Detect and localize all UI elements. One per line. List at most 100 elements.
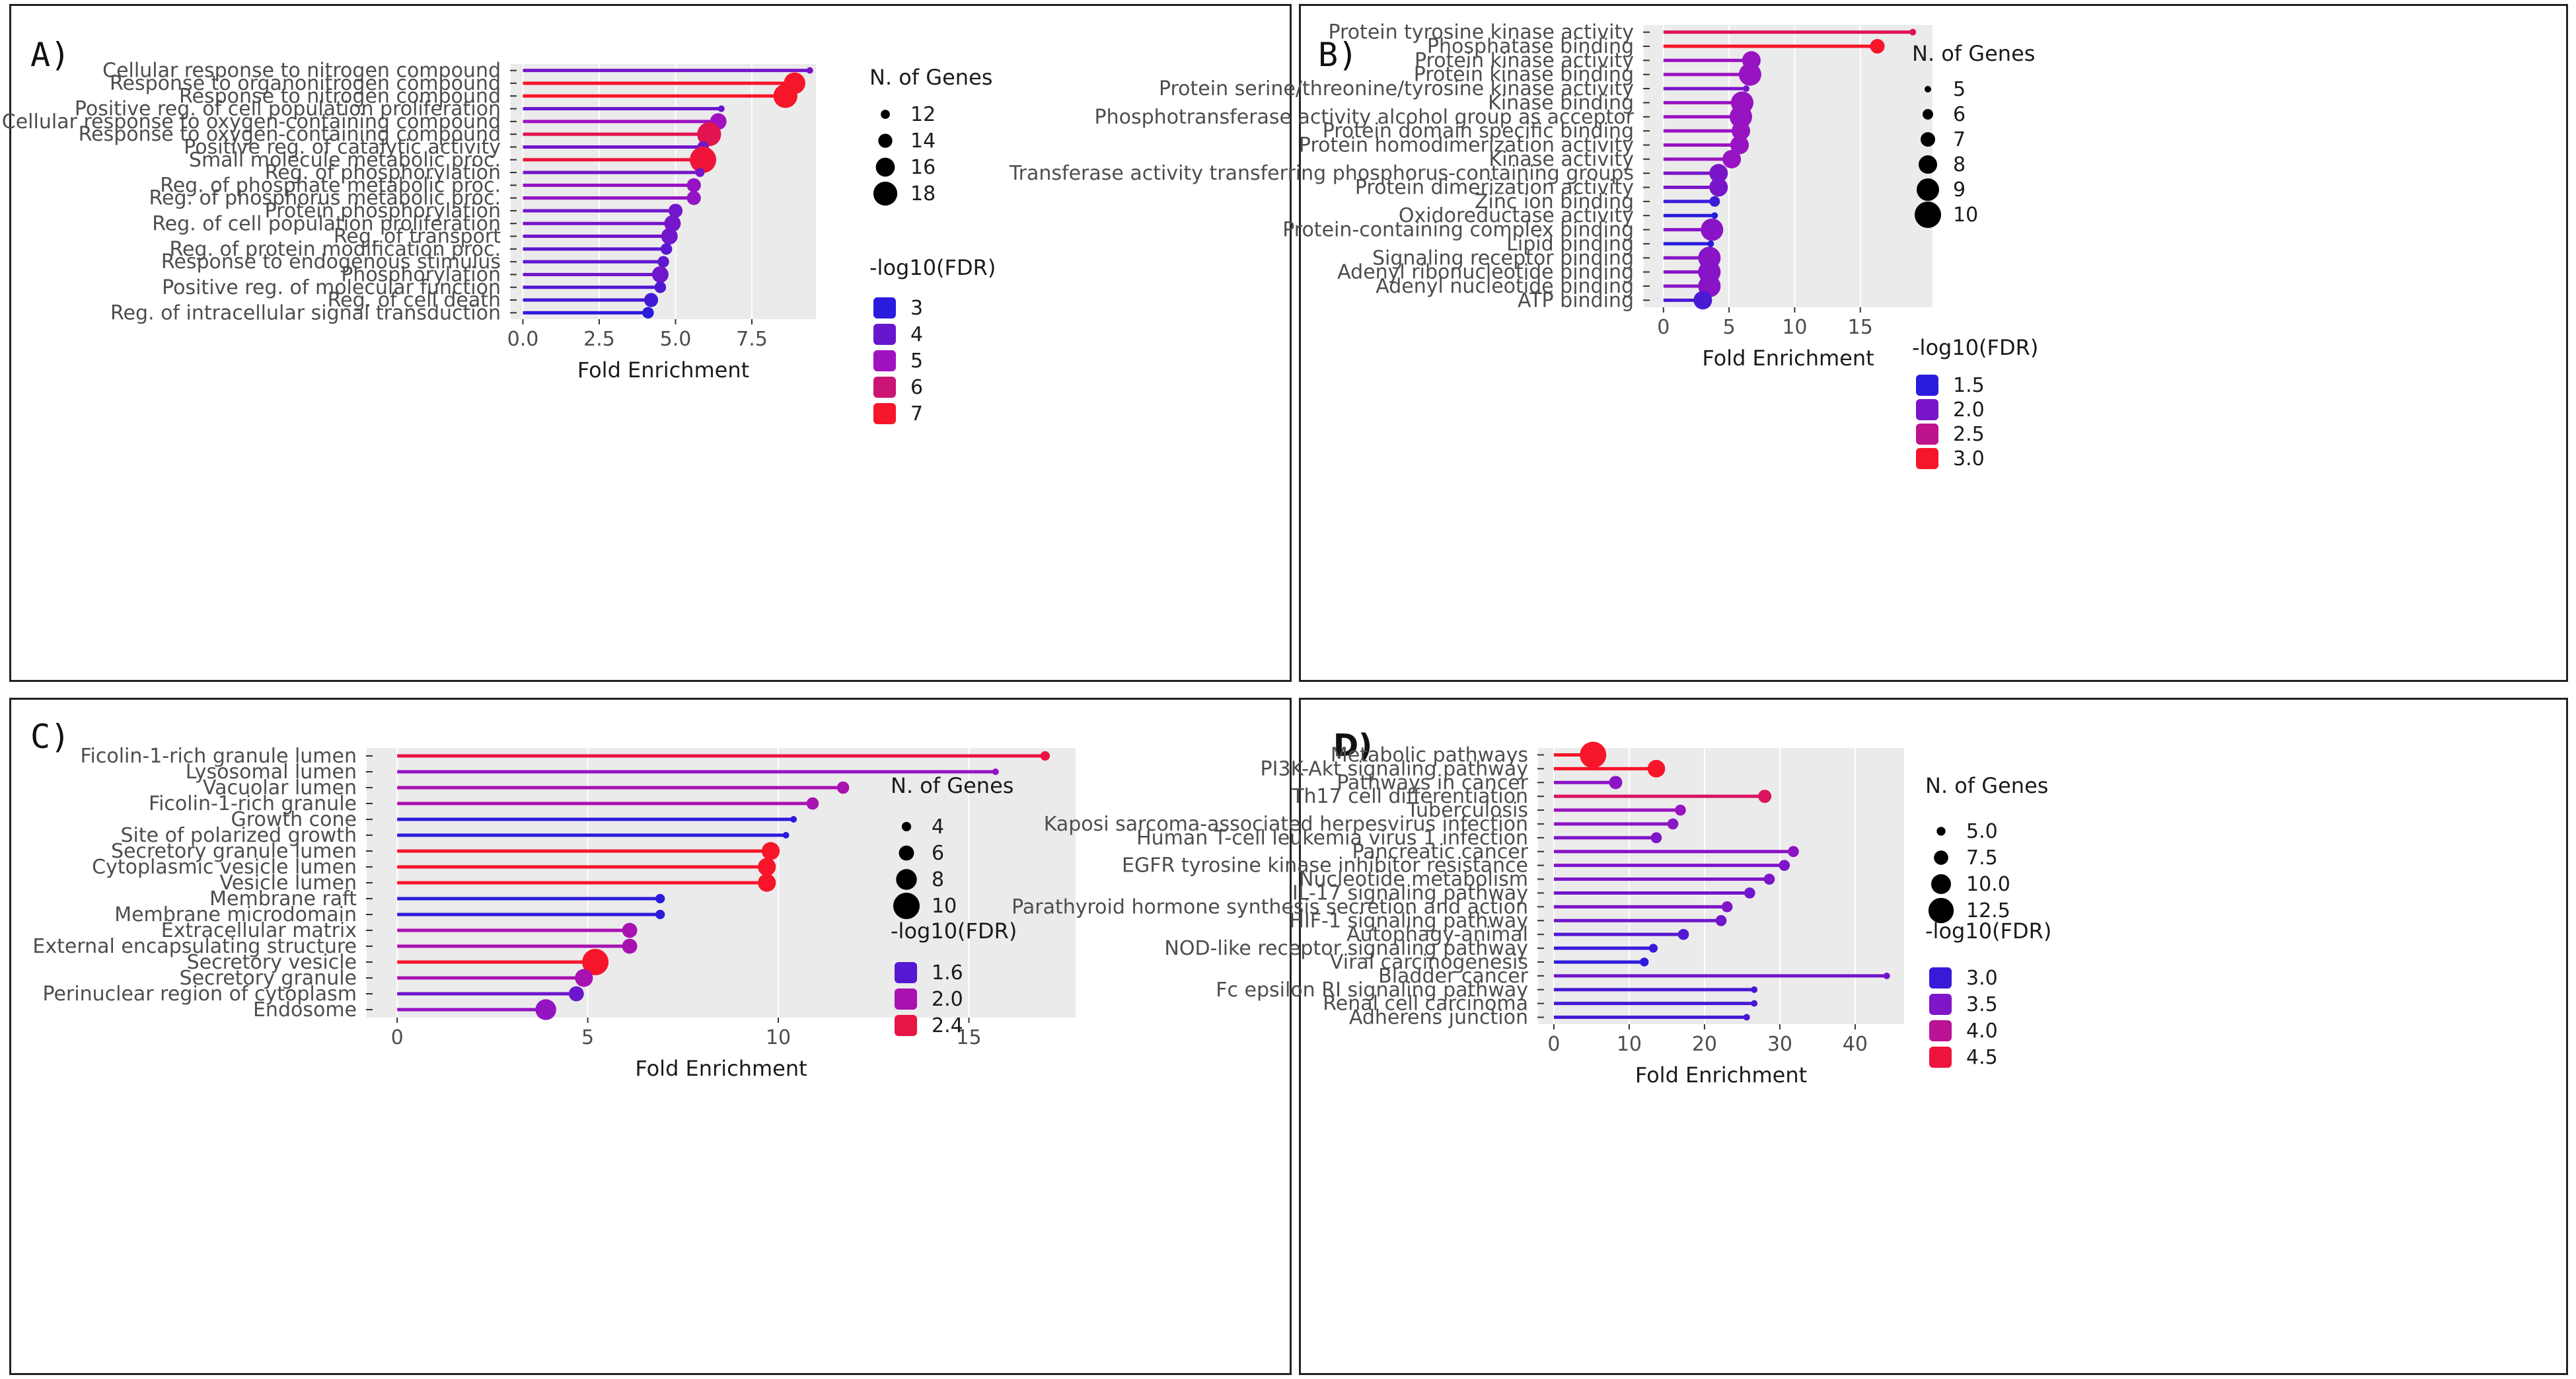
- panel-d-category-label: Autophagy-animal: [1346, 923, 1528, 946]
- panel-b-category-label: Protein serine/threonine/tyrosine kinase…: [1159, 77, 1634, 100]
- panel-b-lollipop-dot: [1909, 28, 1917, 36]
- panel-c-category-label: Vacuolar lumen: [203, 776, 357, 800]
- panel-c-size-legend-dot: [901, 821, 912, 832]
- panel-b-x-axis-title: Fold Enrichment: [1702, 346, 1874, 371]
- panel-d-color-legend-label: 4.5: [1966, 1046, 1998, 1069]
- panel-d-lollipop-dot: [1743, 1014, 1750, 1021]
- panel-c-category-label: Secretory granule lumen: [111, 840, 357, 863]
- panel-c-category-label: Extracellular matrix: [161, 919, 357, 942]
- panel-c-lollipop-dot: [655, 909, 665, 920]
- panel-d-x-tick-label: 40: [1843, 1033, 1868, 1056]
- panel-a-category-label: Reg. of cell death: [328, 289, 501, 312]
- panel-b-size-legend-dot: [1923, 109, 1933, 120]
- panel-c-category-label: Ficolin-1-rich granule lumen: [80, 745, 357, 768]
- panel-a-category-label: Reg. of phosphorus metabolic proc.: [149, 187, 501, 210]
- panel-c-size-legend-label: 6: [932, 842, 944, 865]
- panel-a-size-legend-title: N. of Genes: [869, 65, 992, 90]
- panel-b-size-legend-title: N. of Genes: [1912, 41, 2035, 66]
- panel-d-category-label: HIF-1 signaling pathway: [1289, 909, 1528, 932]
- panel-d-size-legend-dot: [1934, 850, 1948, 865]
- panel-b-category-label: ATP binding: [1518, 289, 1634, 312]
- panel-b-lollipop-dot: [1701, 218, 1724, 241]
- panel-a-category-label: Reg. of transport: [334, 225, 501, 248]
- panel-a-color-legend-label: 7: [910, 402, 923, 426]
- panel-b-category-label: Kinase activity: [1489, 148, 1634, 171]
- panel-a-category-label: Positive reg. of molecular function: [162, 276, 501, 299]
- panel-a-category-label: Response to nitrogen compound: [179, 85, 501, 108]
- panel-c-lollipop-dot: [782, 832, 790, 839]
- panel-d-lollipop-dot: [1609, 776, 1623, 790]
- panel-a-color-legend-swatch: [873, 350, 896, 371]
- panel-b-tag: B): [1318, 36, 1358, 74]
- panel-a-lollipop-dot: [642, 307, 654, 319]
- panel-a-lollipop-dot: [657, 256, 669, 268]
- panel-c-lollipop-dot: [622, 922, 638, 938]
- panel-a-color-legend-swatch: [873, 403, 896, 424]
- panel-d-category-label: Human T-cell leukemia virus 1 infection: [1136, 827, 1528, 850]
- panel-d-size-legend-label: 10.0: [1966, 873, 2010, 896]
- panel-c-color-legend-title: -log10(FDR): [891, 918, 1017, 944]
- panel-c-color-legend-swatch: [895, 962, 917, 983]
- panel-d-category-label: Th17 cell differentiation: [1291, 785, 1528, 808]
- panel-d-color-legend-swatch: [1929, 1047, 1952, 1068]
- panel-a-category-label: Cellular response to oxygen-containing c…: [2, 110, 501, 133]
- panel-a-x-tick-label: 2.5: [583, 328, 615, 351]
- panel-a-color-legend-label: 3: [910, 297, 923, 320]
- panel-a-lollipop-dot: [686, 191, 701, 205]
- panel-a-lollipop-dot: [644, 293, 659, 307]
- panel-a-lollipop-dot: [773, 84, 797, 108]
- panel-d-lollipop-dot: [1763, 874, 1775, 885]
- panel-c-lollipop-dot: [582, 949, 609, 975]
- panel-b-size-legend-label: 6: [1953, 103, 1966, 126]
- panel-d-size-legend-dot: [1931, 874, 1951, 894]
- panel-a-size-legend-dot: [881, 110, 890, 119]
- panel-d-lollipop-dot: [1744, 887, 1755, 899]
- panel-b-lollipop-dot: [1738, 63, 1761, 86]
- panel-c-lollipop-dot: [761, 842, 780, 860]
- panel-c-category-label: Site of polarized growth: [120, 824, 357, 847]
- panel-b-category-label: Transferase activity transferring phosph…: [1009, 162, 1634, 185]
- panel-a-lollipop-dot: [686, 178, 701, 192]
- panel-d-lollipop-dot: [1650, 832, 1662, 844]
- panel-d-lollipop-dot: [1751, 986, 1758, 993]
- panel-a-size-legend-label: 12: [910, 103, 936, 126]
- panel-c-size-legend-title: N. of Genes: [891, 773, 1013, 798]
- panel-b-size-legend-label: 7: [1953, 128, 1966, 151]
- panel-c-category-label: Membrane microdomain: [114, 903, 357, 926]
- panel-b-size-legend-dot: [1917, 178, 1939, 201]
- panel-a-color-legend-label: 4: [910, 323, 923, 346]
- panel-b-x-tick-label: 10: [1782, 316, 1807, 339]
- panel-a-color-legend-title: -log10(FDR): [869, 255, 996, 280]
- panel-d-x-tick-label: 30: [1767, 1033, 1792, 1056]
- panel-d-lollipop-dot: [1788, 846, 1799, 858]
- panel-b-category-label: Oxidoreductase activity: [1399, 204, 1634, 227]
- panel-a-category-label: Reg. of phosphate metabolic proc.: [160, 174, 501, 197]
- panel-a-category-label: Cellular response to nitrogen compound: [102, 59, 501, 83]
- panel-b-category-label: Protein kinase activity: [1415, 49, 1634, 72]
- panel-d-size-legend-label: 7.5: [1966, 846, 1998, 870]
- panel-c-category-label: Ficolin-1-rich granule: [149, 792, 357, 815]
- panel-b-size-legend-label: 5: [1953, 78, 1966, 101]
- panel-d-color-legend-label: 3.5: [1966, 993, 1998, 1016]
- panel-d-category-label: Fc epsilon RI signaling pathway: [1216, 979, 1528, 1002]
- panel-c-color-legend-label: 2.4: [932, 1014, 963, 1037]
- panel-a-color-legend-label: 5: [910, 350, 923, 373]
- panel-b-category-label: Phosphotransferase activity alcohol grou…: [1095, 106, 1635, 129]
- panel-d-category-label: Viral carcinogenesis: [1330, 951, 1528, 974]
- panel-b-lollipop-dot: [1707, 240, 1714, 247]
- panel-b-category-label: Lipid binding: [1506, 233, 1634, 256]
- panel-d-size-legend-dot: [1936, 827, 1946, 836]
- panel-b-color-legend-title: -log10(FDR): [1912, 335, 2038, 360]
- panel-c-lollipop-dot: [535, 999, 556, 1020]
- panel-b-size-legend-dot: [1915, 202, 1941, 228]
- panel-c-x-axis-title: Fold Enrichment: [635, 1056, 807, 1081]
- panel-b-color-legend-swatch: [1916, 399, 1938, 420]
- panel-b-size-legend-label: 10: [1953, 204, 1978, 227]
- panel-b-color-legend-swatch: [1916, 448, 1938, 469]
- panel-d-color-legend-swatch: [1929, 1020, 1952, 1041]
- panel-d-category-label: IL-17 signaling pathway: [1292, 881, 1528, 905]
- panel-d-category-label: Kaposi sarcoma-associated herpesvirus in…: [1044, 813, 1528, 836]
- panel-d-size-legend-dot: [1928, 897, 1954, 924]
- panel-b-size-legend-label: 8: [1953, 153, 1966, 176]
- panel-b-category-label: Kinase binding: [1488, 91, 1634, 114]
